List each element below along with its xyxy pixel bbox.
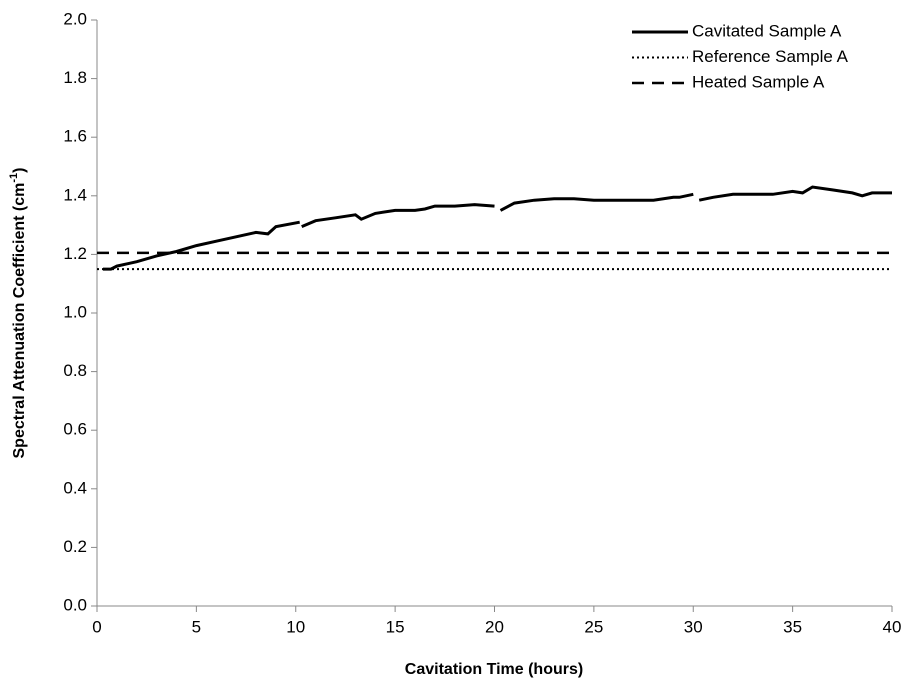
y-tick-label: 1.8: [63, 68, 87, 87]
legend-label: Heated Sample A: [692, 72, 825, 91]
x-tick-label: 30: [684, 617, 703, 636]
x-tick-label: 10: [286, 617, 305, 636]
x-axis-title: Cavitation Time (hours): [405, 661, 583, 678]
y-tick-label: 1.2: [63, 244, 87, 263]
x-tick-label: 25: [584, 617, 603, 636]
x-tick-label: 15: [386, 617, 405, 636]
x-tick-label: 20: [485, 617, 504, 636]
y-tick-label: 2.0: [63, 9, 87, 28]
y-tick-label: 1.4: [63, 185, 87, 204]
x-tick-label: 35: [783, 617, 802, 636]
legend-label: Cavitated Sample A: [692, 21, 842, 40]
y-tick-label: 0.8: [63, 361, 87, 380]
y-tick-label: 0.6: [63, 420, 87, 439]
y-tick-label: 0.2: [63, 537, 87, 556]
series-line: [103, 185, 892, 271]
x-tick-label: 40: [883, 617, 902, 636]
y-axis-title-main: Spectral Attenuation Coefficient (cm: [11, 183, 28, 459]
y-tick-label: 0.0: [63, 595, 87, 614]
y-tick-label: 1.6: [63, 127, 87, 146]
legend-label: Reference Sample A: [692, 47, 849, 66]
y-axis-title-end: ): [11, 168, 28, 173]
y-axis-title: Spectral Attenuation Coefficient (cm-1): [8, 168, 28, 459]
y-tick-label: 1.0: [63, 302, 87, 321]
x-tick-label: 0: [92, 617, 101, 636]
y-axis-title-sup: -1: [8, 173, 20, 183]
y-tick-label: 0.4: [63, 478, 87, 497]
x-tick-label: 5: [192, 617, 201, 636]
